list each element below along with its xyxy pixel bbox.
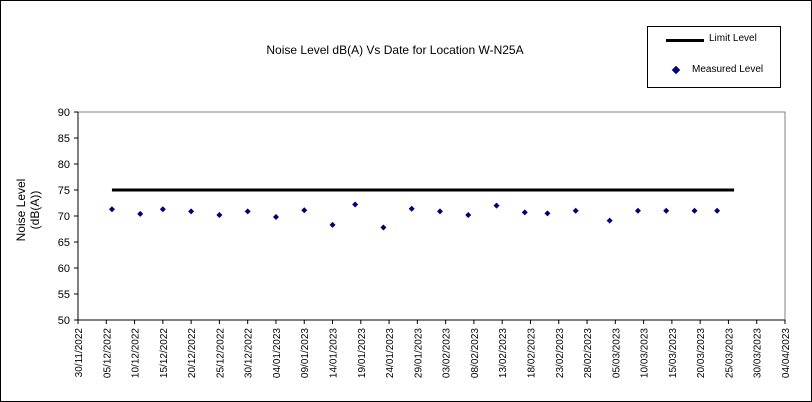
x-tick-label: 23/02/2023 [555, 328, 566, 378]
x-tick-label: 19/01/2023 [357, 328, 368, 378]
x-tick-label: 29/01/2023 [413, 328, 424, 378]
measured-level-point [272, 214, 279, 221]
y-tick-label: 50 [58, 315, 70, 327]
x-tick-label: 30/03/2023 [753, 328, 764, 378]
x-tick-label: 04/04/2023 [781, 328, 792, 378]
x-tick-label: 28/02/2023 [583, 328, 594, 378]
measured-level-point [663, 207, 670, 214]
measured-level-point [691, 207, 698, 214]
x-tick-label: 30/11/2022 [74, 328, 85, 378]
measured-level-point [714, 207, 721, 214]
y-tick-label: 80 [58, 159, 70, 171]
measured-level-point [465, 211, 472, 218]
measured-level-point [188, 208, 195, 215]
x-tick-label: 30/12/2022 [244, 328, 255, 378]
x-tick-label: 05/03/2023 [611, 328, 622, 378]
measured-level-point [216, 211, 223, 218]
x-tick-label: 05/12/2022 [102, 328, 113, 378]
x-tick-label: 20/03/2023 [696, 328, 707, 378]
y-tick-label: 75 [58, 185, 70, 197]
measured-level-point [380, 224, 387, 231]
x-tick-label: 18/02/2023 [526, 328, 537, 378]
measured-level-point [329, 221, 336, 228]
y-tick-label: 70 [58, 211, 70, 223]
x-tick-label: 24/01/2023 [385, 328, 396, 378]
measured-level-point [244, 208, 251, 215]
measured-level-point [436, 208, 443, 215]
x-tick-label: 10/03/2023 [640, 328, 651, 378]
x-tick-label: 25/12/2022 [215, 328, 226, 378]
chart-title: Noise Level dB(A) Vs Date for Location W… [266, 43, 524, 57]
legend-label-measured: Measured Level [692, 64, 764, 75]
x-tick-label: 15/03/2023 [668, 328, 679, 378]
y-tick-label: 55 [58, 289, 70, 301]
y-tick-label: 60 [58, 263, 70, 275]
plot-border [77, 111, 786, 321]
measured-level-point [634, 207, 641, 214]
x-tick-label: 25/03/2023 [724, 328, 735, 378]
x-tick-label: 20/12/2022 [187, 328, 198, 378]
x-tick-label: 04/01/2023 [272, 328, 283, 378]
measured-level-point [544, 210, 551, 217]
measured-level-point [352, 201, 359, 208]
x-tick-label: 09/01/2023 [300, 328, 311, 378]
chart-legend: Limit Level Measured Level [647, 26, 781, 88]
measured-level-point [159, 206, 166, 213]
y-tick-label: 65 [58, 237, 70, 249]
legend-label-limit: Limit Level [709, 33, 757, 44]
measured-level-point [606, 217, 613, 224]
x-tick-label: 10/12/2022 [131, 328, 142, 378]
y-tick-label: 90 [58, 107, 70, 119]
x-tick-label: 13/02/2023 [498, 328, 509, 378]
measured-level-point [408, 205, 415, 212]
measured-level-point [301, 207, 308, 214]
x-tick-label: 03/02/2023 [442, 328, 453, 378]
measured-level-point [521, 209, 528, 216]
measured-level-point [493, 202, 500, 209]
x-tick-label: 14/01/2023 [329, 328, 340, 378]
y-tick-label: 85 [58, 133, 70, 145]
x-tick-label: 15/12/2022 [159, 328, 170, 378]
legend-line-swatch [666, 39, 704, 42]
measured-level-point [137, 210, 144, 217]
x-tick-label: 08/02/2023 [470, 328, 481, 378]
measured-level-point [572, 207, 579, 214]
measured-level-point [108, 206, 115, 213]
